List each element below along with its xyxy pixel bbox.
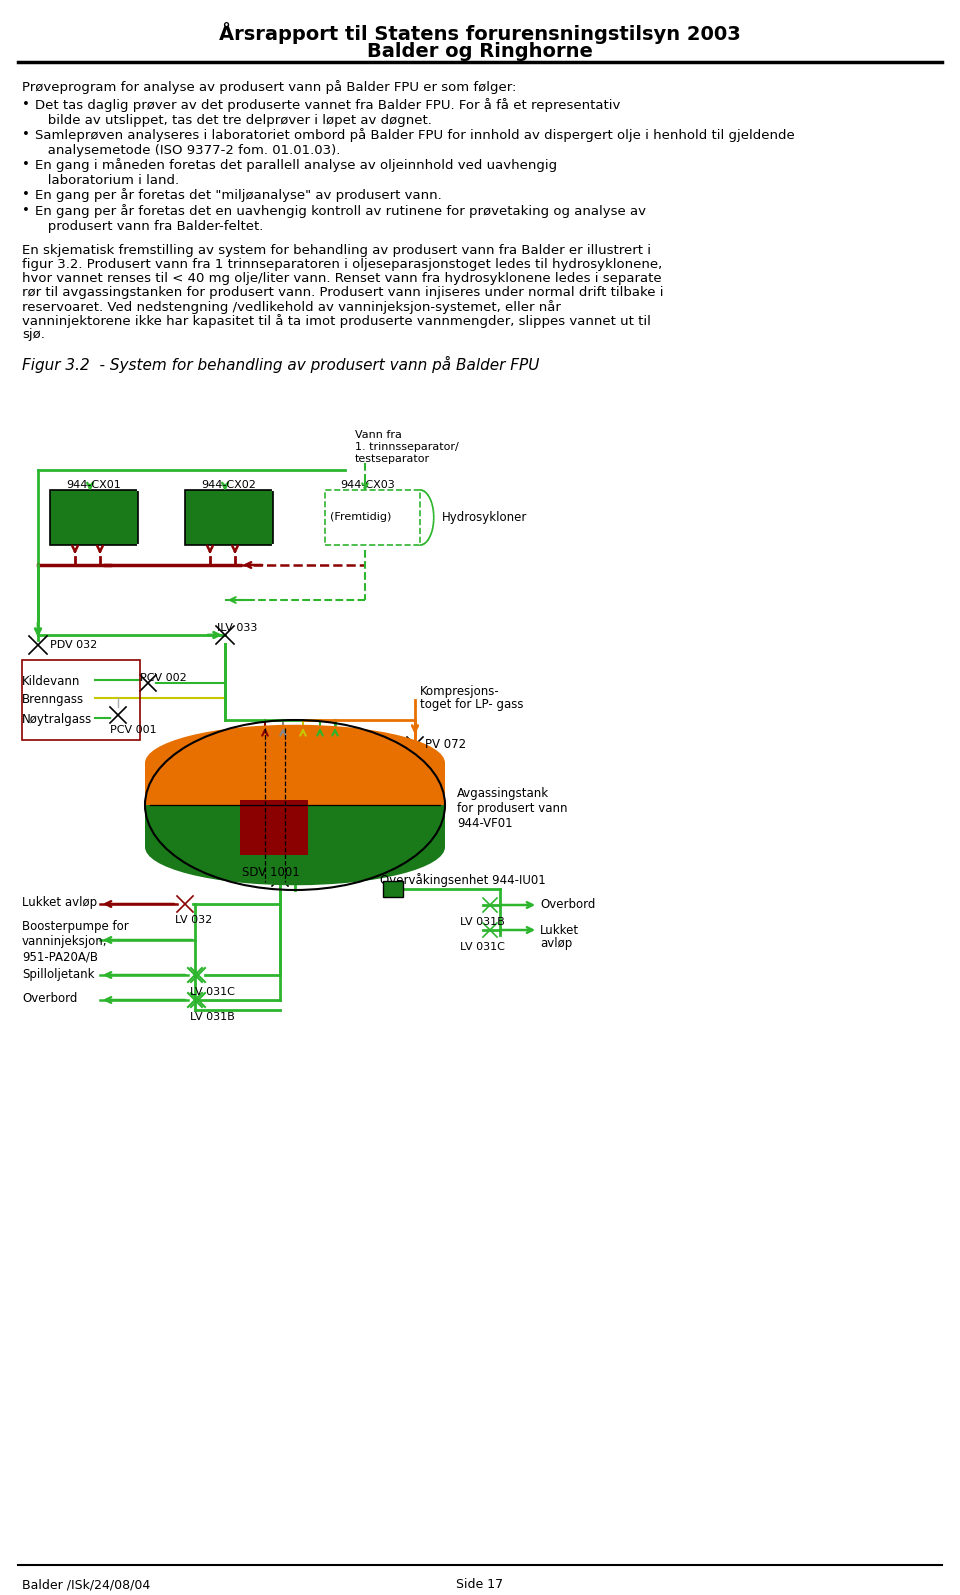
Text: 944-CX01: 944-CX01 (66, 480, 121, 490)
Text: LV 031C: LV 031C (460, 943, 505, 952)
Bar (240, 801, 308, 855)
Text: Lukket avløp: Lukket avløp (22, 896, 97, 909)
Text: (Fremtidig): (Fremtidig) (330, 512, 392, 523)
Text: 944-CX03: 944-CX03 (340, 480, 395, 490)
Text: Overbord: Overbord (22, 992, 78, 1005)
Text: •: • (22, 128, 30, 140)
Text: Årsrapport til Statens forurensningstilsyn 2003: Årsrapport til Statens forurensningstils… (219, 22, 741, 45)
Text: Nøytralgass: Nøytralgass (22, 713, 92, 726)
Text: vanninjektorene ikke har kapasitet til å ta imot produserte vannmengder, slippes: vanninjektorene ikke har kapasitet til å… (22, 314, 651, 329)
Text: Kildevann: Kildevann (22, 675, 81, 687)
Text: for produsert vann: for produsert vann (457, 802, 567, 815)
Text: LV 032: LV 032 (175, 916, 212, 925)
Text: •: • (22, 97, 30, 112)
Text: avløp: avløp (540, 936, 572, 949)
Text: Avgassingstank: Avgassingstank (457, 786, 549, 801)
Text: Spilloljetank: Spilloljetank (22, 968, 94, 981)
Text: Kompresjons-: Kompresjons- (420, 684, 500, 699)
Bar (22, 660, 140, 740)
Text: •: • (22, 158, 30, 171)
Text: En gang per år foretas det "miljøanalyse" av produsert vann.: En gang per år foretas det "miljøanalyse… (35, 188, 442, 203)
Text: PV 072: PV 072 (425, 738, 467, 751)
Text: Overbord: Overbord (540, 898, 595, 911)
Text: rør til avgassingstanken for produsert vann. Produsert vann injiseres under norm: rør til avgassingstanken for produsert v… (22, 286, 663, 298)
Text: reservoaret. Ved nedstengning /vedlikehold av vanninjeksjon-systemet, eller når: reservoaret. Ved nedstengning /vedlikeho… (22, 300, 561, 314)
Text: hvor vannet renses til < 40 mg olje/liter vann. Renset vann fra hydrosyklonene l: hvor vannet renses til < 40 mg olje/lite… (22, 273, 661, 286)
Text: Figur 3.2  - System for behandling av produsert vann på Balder FPU: Figur 3.2 - System for behandling av pro… (22, 356, 540, 373)
Text: LV 031C: LV 031C (190, 987, 235, 997)
Bar (383, 880, 403, 896)
Text: PCV 001: PCV 001 (110, 726, 156, 735)
Text: Balder /ISk/24/08/04: Balder /ISk/24/08/04 (22, 1577, 151, 1590)
Text: figur 3.2. Produsert vann fra 1 trinnseparatoren i oljeseparasjonstoget ledes ti: figur 3.2. Produsert vann fra 1 trinnsep… (22, 258, 662, 271)
Text: LV 031B: LV 031B (190, 1011, 235, 1022)
Ellipse shape (145, 809, 445, 885)
Bar (145, 805, 445, 847)
Bar (145, 762, 445, 805)
Text: En gang i måneden foretas det parallell analyse av oljeinnhold ved uavhengig
   : En gang i måneden foretas det parallell … (35, 158, 557, 187)
Text: SDV 1001: SDV 1001 (242, 866, 300, 879)
Text: PDV 032: PDV 032 (50, 640, 97, 651)
Bar (325, 490, 420, 545)
Text: En skjematisk fremstilling av system for behandling av produsert vann fra Balder: En skjematisk fremstilling av system for… (22, 244, 651, 257)
Text: LV 031B: LV 031B (460, 917, 505, 927)
Text: Prøveprogram for analyse av produsert vann på Balder FPU er som følger:: Prøveprogram for analyse av produsert va… (22, 80, 516, 94)
Text: En gang per år foretas det en uavhengig kontroll av rutinene for prøvetaking og : En gang per år foretas det en uavhengig … (35, 204, 646, 233)
Text: 944-CX02: 944-CX02 (202, 480, 256, 490)
Text: Samleprøven analyseres i laboratoriet ombord på Balder FPU for innhold av disper: Samleprøven analyseres i laboratoriet om… (35, 128, 795, 156)
Text: 1. trinnsseparator/: 1. trinnsseparator/ (355, 442, 459, 451)
Text: Hydrosykloner: Hydrosykloner (442, 510, 527, 525)
Text: 944-VF01: 944-VF01 (457, 817, 513, 829)
Text: Det tas daglig prøver av det produserte vannet fra Balder FPU. For å få et repre: Det tas daglig prøver av det produserte … (35, 97, 620, 128)
Ellipse shape (145, 724, 445, 801)
Bar (50, 490, 138, 545)
Text: Balder og Ringhorne: Balder og Ringhorne (367, 41, 593, 61)
Text: •: • (22, 188, 30, 201)
Text: •: • (22, 204, 30, 217)
Text: ILV 033: ILV 033 (217, 624, 257, 633)
Text: testseparator: testseparator (355, 455, 430, 464)
Bar (185, 490, 273, 545)
Text: Lukket: Lukket (540, 924, 579, 936)
Text: sjø.: sjø. (22, 329, 45, 341)
Text: toget for LP- gass: toget for LP- gass (420, 699, 523, 711)
Text: Vann fra: Vann fra (355, 431, 402, 440)
Text: PCV 002: PCV 002 (140, 673, 187, 683)
Text: Side 17: Side 17 (456, 1577, 504, 1590)
Text: Boosterpumpe for
vanninjeksjon,
951-PA20A/B: Boosterpumpe for vanninjeksjon, 951-PA20… (22, 920, 129, 963)
Text: Overvåkingsenhet 944-IU01: Overvåkingsenhet 944-IU01 (380, 872, 545, 887)
Text: Brenngass: Brenngass (22, 692, 84, 707)
